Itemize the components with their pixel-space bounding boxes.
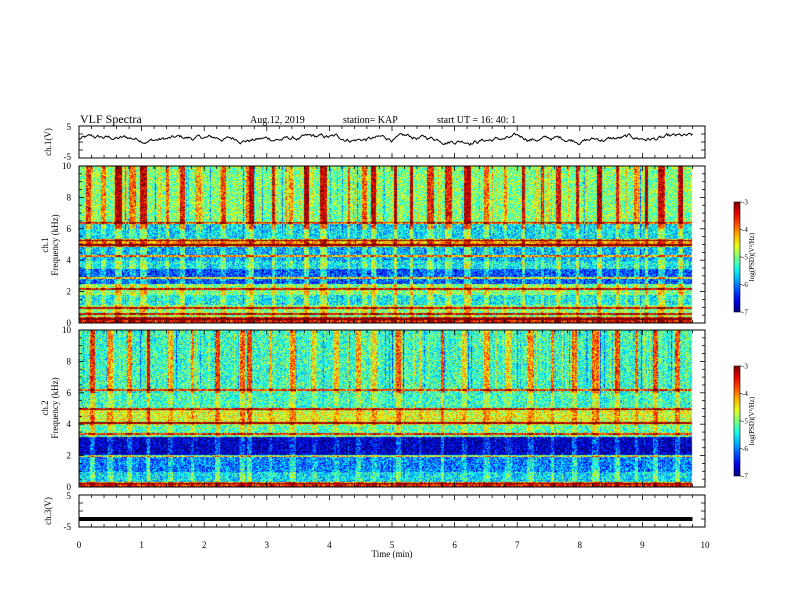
time-tick-label: 8 [578, 540, 583, 550]
frequency-tick-label: 4 [67, 255, 72, 265]
frequency-tick-label: 6 [67, 224, 72, 234]
station-label: station= KAP [343, 115, 398, 126]
ch1-waveform-panel: 5 -5 ch.1(V) [43, 122, 706, 162]
frequency-tick-label: 8 [67, 356, 72, 366]
ch1-frequency-label: Frequency (kHz) [50, 214, 60, 275]
ch1-colorbar [733, 201, 741, 313]
colorbar-tick-label: -3 [742, 199, 748, 207]
frequency-tick-label: 8 [67, 192, 72, 202]
frequency-tick-label: 10 [62, 325, 72, 335]
colorbar-tick-label: -4 [742, 390, 748, 398]
ch1-spectrogram-image [79, 166, 705, 323]
ch2-colorbar-ticks: -3 -4 -5 -6 -7 [740, 363, 748, 481]
time-tick-label: 4 [327, 540, 332, 550]
ch2-colorbar-label: log(PSD)(V²/Hz) [748, 396, 756, 445]
time-tick-label: 5 [390, 540, 395, 550]
ch2-spectrogram-image [79, 330, 705, 487]
time-tick-label: 6 [452, 540, 457, 550]
date-label: Aug.12, 2019 [250, 115, 305, 126]
ch1-spectrogram-yticks: 10 8 6 4 2 0 [62, 161, 72, 328]
time-tick-label: 7 [515, 540, 520, 550]
frequency-tick-label: 2 [67, 451, 72, 461]
ch2-frequency-label: Frequency (kHz) [50, 377, 60, 438]
ch3-ytick-top: 5 [67, 491, 72, 501]
ch1-waveform-ticks [78, 125, 706, 159]
time-tick-label: 9 [640, 540, 645, 550]
ch1-spectrogram-ticks [78, 165, 706, 324]
colorbar-tick-label: -7 [742, 473, 748, 481]
colorbar-tick-label: -7 [742, 309, 748, 317]
frequency-tick-label: 0 [67, 318, 72, 328]
ch3-waveform-ticks [78, 494, 706, 528]
frequency-tick-label: 2 [67, 287, 72, 297]
figure-title: VLF Spectra [80, 112, 142, 126]
time-tick-label: 10 [701, 540, 711, 550]
ch1-colorbar-label: log(PSD)(V²/Hz) [748, 232, 756, 281]
ch2-spectrogram-ticks [78, 329, 706, 488]
ch1-ytick-bottom: -5 [64, 152, 72, 162]
time-axis-label: Time (min) [372, 549, 413, 559]
start-ut-label: start UT = 16: 40: 1 [437, 115, 516, 126]
frequency-tick-label: 10 [62, 161, 72, 171]
ch2-channel-label: ch.2 [40, 400, 50, 415]
ch2-spectrogram-yticks: 10 8 6 4 2 0 [62, 325, 72, 492]
colorbar-tick-label: -4 [742, 226, 748, 234]
time-tick-label: 1 [139, 540, 144, 550]
ch1-ytick-top: 5 [67, 122, 72, 132]
colorbar-tick-label: -6 [742, 281, 748, 289]
time-tick-label: 2 [202, 540, 207, 550]
colorbar-tick-label: -6 [742, 445, 748, 453]
frequency-tick-label: 6 [67, 388, 72, 398]
ch2-colorbar [733, 365, 741, 477]
colorbar-tick-label: -3 [742, 363, 748, 371]
ch3-waveform-ylabel: ch.3(V) [43, 497, 53, 525]
ch3-ytick-bottom: -5 [64, 522, 72, 532]
ch1-waveform-ylabel: ch.1(V) [43, 128, 53, 156]
time-axis-tick-labels: 0 1 2 3 4 5 6 7 8 9 10 [77, 540, 710, 550]
ch3-waveform-panel: 5 -5 ch.3(V) [43, 491, 706, 532]
time-tick-label: 0 [77, 540, 82, 550]
frequency-tick-label: 0 [67, 482, 72, 492]
ch1-colorbar-ticks: -3 -4 -5 -6 -7 [740, 199, 748, 317]
colorbar-tick-label: -5 [742, 254, 748, 262]
ch1-channel-label: ch.1 [40, 237, 50, 252]
ch1-waveform-trace [78, 132, 693, 146]
frequency-tick-label: 4 [67, 419, 72, 429]
time-tick-label: 3 [265, 540, 270, 550]
colorbar-tick-label: -5 [742, 418, 748, 426]
